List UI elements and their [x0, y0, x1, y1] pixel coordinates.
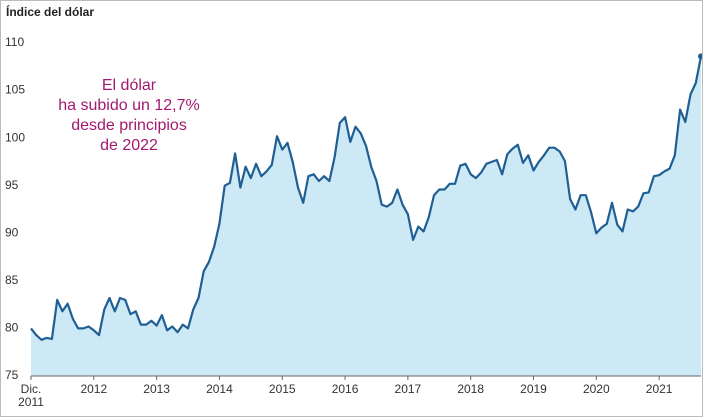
- y-tick-label: 110: [5, 35, 24, 49]
- x-tick-label: 2019: [520, 382, 547, 396]
- y-tick-label: 105: [5, 83, 25, 97]
- line: [30, 56, 702, 341]
- x-tick-label: 2016: [331, 382, 359, 396]
- y-tick-label: 100: [5, 130, 25, 144]
- x-tick-label: 2012: [80, 382, 108, 396]
- x-tick-label: 2017: [394, 382, 422, 396]
- y-tick-label: 85: [5, 273, 19, 287]
- y-tick-label: 90: [5, 225, 19, 239]
- y-tick-label: 80: [5, 321, 19, 335]
- y-tick-label: 95: [5, 178, 19, 192]
- x-tick-label: Dic. 2011: [18, 382, 44, 409]
- x-tick-label: 2014: [206, 382, 233, 396]
- end-dot: [698, 53, 702, 60]
- annotation: de 2022: [100, 137, 158, 154]
- x-tick-label: 2018: [457, 382, 485, 396]
- x-tick-label: 2013: [143, 382, 170, 396]
- x-tick-label: 2020: [582, 382, 610, 396]
- x-tick-label: 2015: [268, 382, 296, 396]
- x-tick-label: 2021: [645, 382, 673, 396]
- y-tick-label: 75: [5, 368, 19, 382]
- annotation: desde principios: [71, 117, 187, 134]
- area-fill: [31, 56, 701, 377]
- annotation: ha subido un 12,7%: [58, 97, 199, 114]
- annotation: El dólar: [102, 77, 157, 94]
- chart-title: Índice del dólar: [6, 4, 94, 19]
